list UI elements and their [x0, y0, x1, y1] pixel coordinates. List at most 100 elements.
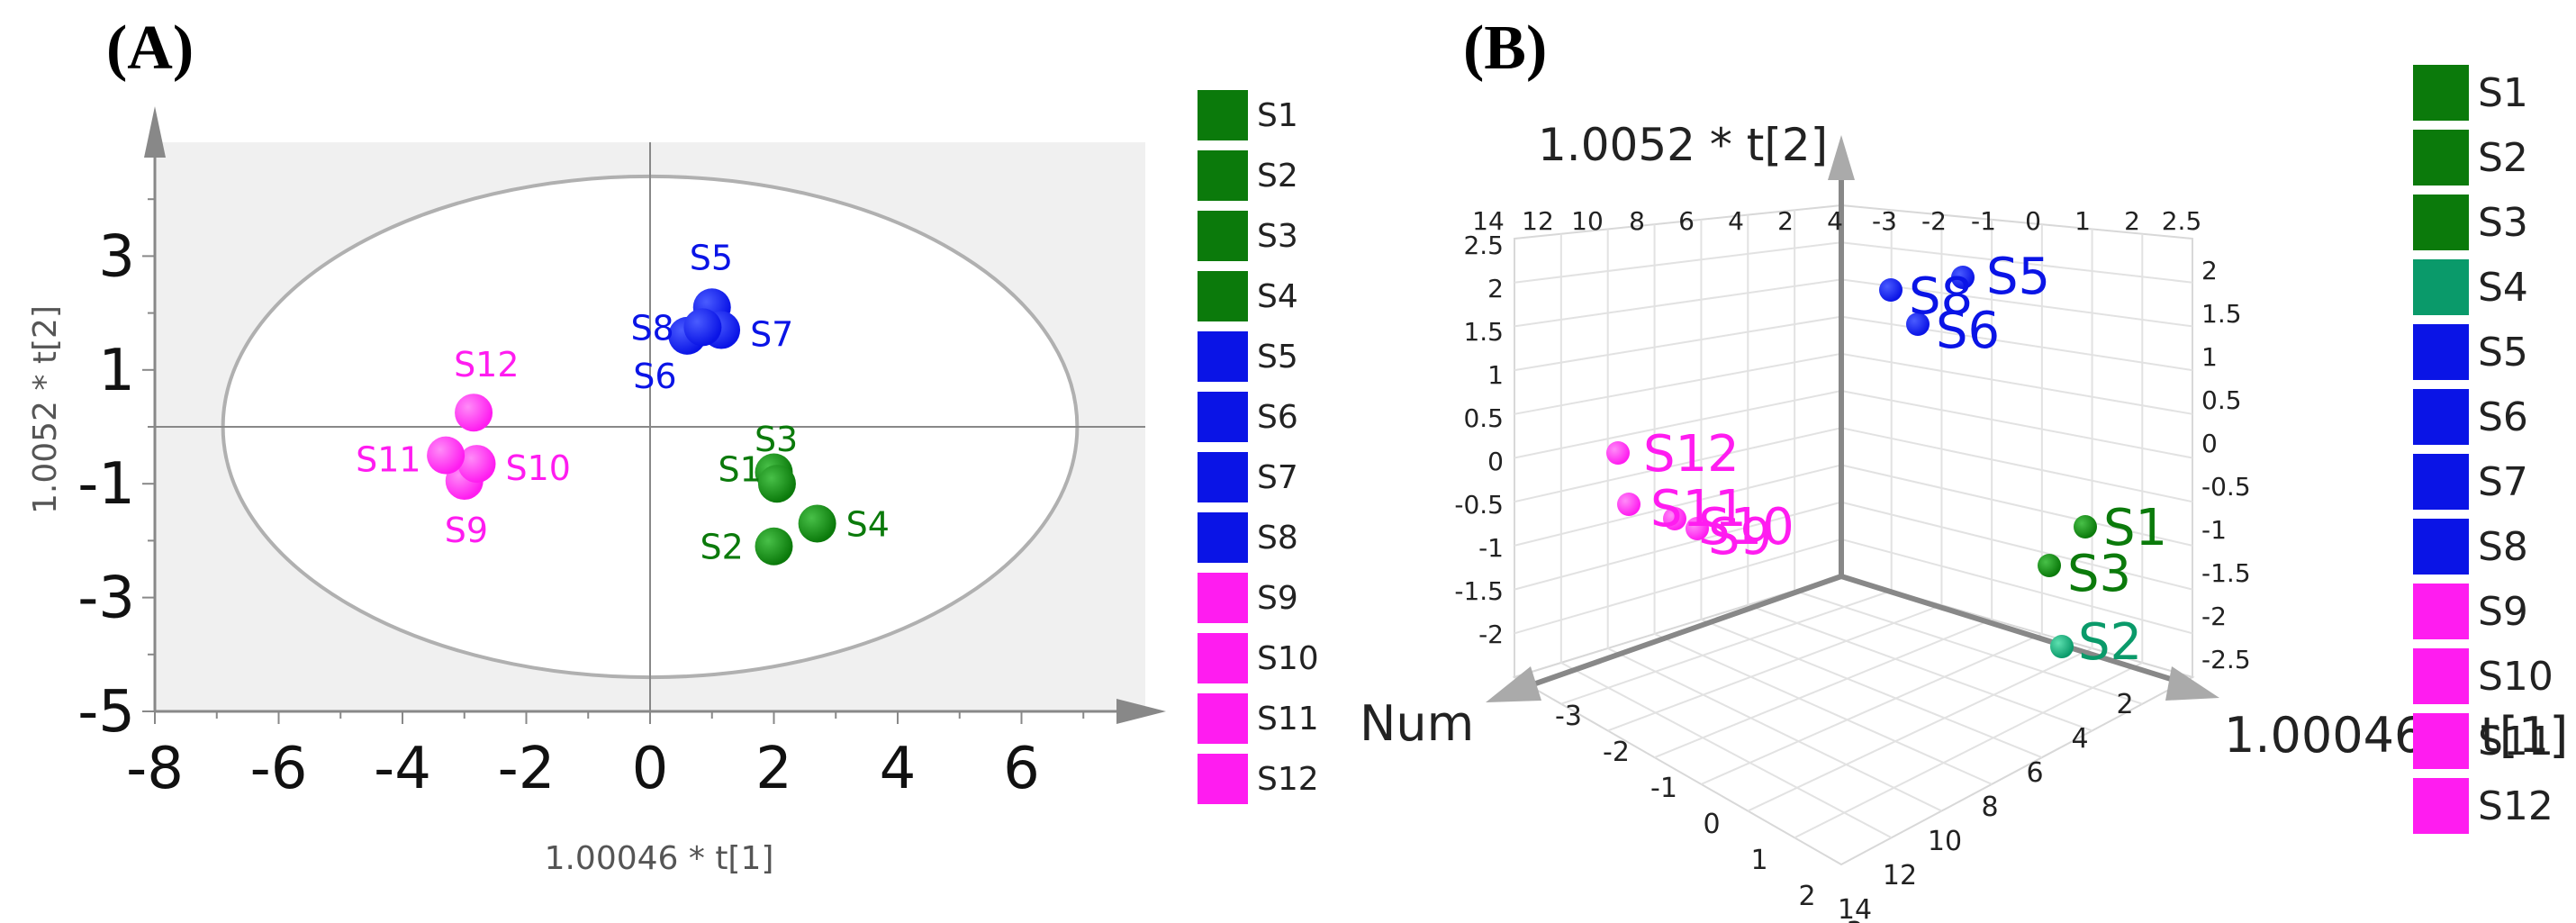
grid-line [1840, 464, 2193, 547]
grid-line [1840, 538, 2193, 635]
legend-swatch [2413, 195, 2469, 250]
point-3d-s1 [2074, 515, 2097, 538]
tick-label: 2 [1487, 274, 1504, 303]
legend-label: S4 [1257, 277, 1298, 315]
point-3d-s6 [1906, 312, 1930, 336]
legend-swatch [1198, 331, 1248, 382]
legend-swatch [2413, 648, 2469, 704]
point-label-s3: S3 [755, 420, 798, 459]
legend-item-s1: S1 [1198, 90, 1298, 140]
point-s8 [683, 308, 722, 347]
legend-swatch [2413, 519, 2469, 575]
tick-label: 1 [2201, 342, 2218, 372]
grid-line [1701, 633, 2043, 785]
legend-label: S11 [1257, 700, 1319, 737]
point-s2 [755, 527, 793, 566]
legend-item-s10: S10 [2413, 648, 2553, 704]
tick-label: 2 [1777, 206, 1794, 236]
point-3d-label-s8: S8 [1909, 267, 1973, 326]
point-label-s11: S11 [356, 440, 420, 480]
grid-line [1514, 464, 1842, 547]
legend-item-s5: S5 [1198, 331, 1298, 382]
tick-label: 12 [1883, 860, 1917, 891]
legend-swatch [1198, 573, 1248, 623]
point-labels: S1 S2 S3 S4 S5 S6 S7 S8 S9 S10 S11 S12 [356, 238, 890, 566]
grid-line [1794, 590, 2143, 705]
y-tick-label: -1 [77, 451, 135, 518]
tick-label: 2 [2116, 689, 2133, 720]
grid-line [1747, 647, 2092, 812]
tick-label: 4 [2071, 723, 2088, 755]
grid-line [1514, 427, 1842, 503]
point-3d-s8 [1879, 278, 1903, 302]
tick-labels: 14 12 10 8 6 4 2 4 -3 -2 -1 0 1 2 2.52.521.510.50-0.5-… [1454, 206, 2250, 923]
legend-swatch [1198, 693, 1248, 744]
tick-label: 0 [1703, 809, 1720, 840]
y-tick-label: -5 [77, 679, 135, 746]
x-tick-label: -8 [126, 736, 184, 802]
point-3d-s2 [2050, 635, 2074, 658]
x-tick-label: -4 [374, 736, 431, 802]
legend-swatch [2413, 778, 2469, 834]
legend-label: S1 [2478, 69, 2528, 116]
point-label-s4: S4 [846, 504, 890, 544]
panel-a-label: (A) [106, 14, 194, 83]
tick-label: 1.5 [1463, 317, 1504, 347]
legend-swatch [2413, 713, 2469, 769]
tick-label: 0 [1487, 447, 1504, 476]
legend-item-s12: S12 [1198, 754, 1319, 804]
legend-label: S3 [2478, 199, 2528, 246]
legend-label: S9 [1257, 579, 1298, 617]
y-axis-arrow [144, 106, 166, 158]
x-ticks: -8 -6 -4 -2 0 2 4 6 [126, 711, 1085, 802]
legend-label: S9 [2478, 588, 2528, 635]
legend-label: S11 [2478, 718, 2553, 765]
tick-label: 8 [1981, 792, 1998, 823]
legend-label: S10 [1257, 639, 1319, 677]
point-label-s1: S1 [719, 450, 762, 490]
grid-line [1514, 315, 1842, 372]
grid-line [1840, 315, 2193, 372]
x-tick-label: 0 [632, 736, 669, 802]
legend-label: S4 [2478, 264, 2528, 311]
x-tick-label: -6 [250, 736, 308, 802]
legend-swatch [2413, 259, 2469, 315]
tick-label: 2.5 [2162, 206, 2202, 236]
tick-label: 0.5 [1463, 403, 1504, 433]
grid-line [1560, 662, 1893, 839]
legend-swatch [2413, 389, 2469, 445]
legend-item-s3: S3 [1198, 211, 1298, 261]
tick-label: 0 [2201, 429, 2218, 458]
legend-swatch [1198, 271, 1248, 321]
legend-item-s9: S9 [2413, 584, 2528, 639]
legend-label: S10 [2478, 653, 2553, 700]
right-floor-axis-arrow [2165, 666, 2219, 701]
legend-label: S2 [2478, 134, 2528, 181]
legend-swatch [2413, 454, 2469, 510]
tick-label: 0.5 [2201, 385, 2242, 415]
grid-line [1794, 662, 2143, 839]
grid-lines [1514, 210, 2193, 839]
tick-label: 1 [1487, 360, 1504, 390]
point-label-s7: S7 [750, 315, 793, 355]
point-3d-label-s2: S2 [2078, 613, 2142, 672]
panel-a-scatter: -8 -6 -4 -2 0 2 4 6 3 1 -1 -3 -5 S1 S2 S3 S4 S5 S6 S7 S8 S9… [27, 106, 1166, 877]
tick-label: 2 [2124, 206, 2140, 236]
y-ticks: 3 1 -1 -3 -5 [77, 198, 155, 746]
tick-label: -1 [1650, 773, 1677, 804]
grid-line [1514, 538, 1842, 635]
x-tick-label: 4 [880, 736, 917, 802]
point-label-s6: S6 [633, 357, 676, 396]
panel-b-label: (B) [1463, 14, 1548, 83]
legend-swatch [2413, 584, 2469, 639]
point-3d-label-s12: S12 [1643, 425, 1740, 484]
point-3d-label-s11: S11 [1650, 480, 1747, 538]
tick-label: 2 [2201, 256, 2218, 285]
legend-item-s2: S2 [2413, 130, 2528, 186]
tick-label: 6 [1678, 206, 1695, 236]
legend-item-s8: S8 [2413, 519, 2528, 575]
grid-line [1840, 390, 2193, 459]
x-axis-title: 1.00046 * t[1] [545, 840, 774, 877]
point-3d-s5 [1951, 266, 1975, 289]
